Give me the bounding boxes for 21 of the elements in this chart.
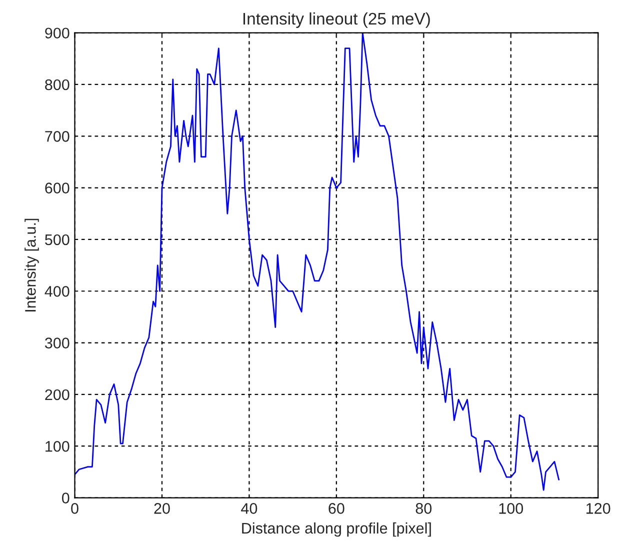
x-tick-label: 40 bbox=[241, 503, 258, 514]
y-tick-label: 600 bbox=[45, 182, 70, 194]
y-tick-label: 100 bbox=[46, 440, 70, 452]
y-tick-label: 0 bbox=[62, 492, 70, 504]
x-tick-label: 0 bbox=[71, 503, 78, 514]
y-tick-label: 700 bbox=[45, 131, 70, 142]
x-axis-title: Distance along profile [pixel] bbox=[242, 522, 431, 537]
x-tick-label: 100 bbox=[499, 503, 524, 514]
x-tick-label: 20 bbox=[154, 503, 170, 514]
y-tick-label: 300 bbox=[44, 338, 70, 348]
y-tick-label: 400 bbox=[44, 286, 70, 297]
y-axis-title: Intensity [a.u.] bbox=[24, 218, 39, 312]
x-tick-label: 60 bbox=[328, 503, 344, 514]
y-tick-label: 500 bbox=[45, 234, 70, 246]
x-tick-label: 120 bbox=[586, 503, 610, 514]
y-tick-label: 900 bbox=[45, 28, 70, 39]
y-tick-label: 800 bbox=[45, 79, 70, 90]
x-tick-label: 80 bbox=[416, 503, 432, 514]
chart-title: Intensity lineout (25 meV) bbox=[243, 12, 430, 28]
y-tick-label: 200 bbox=[45, 389, 70, 400]
line-series bbox=[74, 32, 560, 491]
